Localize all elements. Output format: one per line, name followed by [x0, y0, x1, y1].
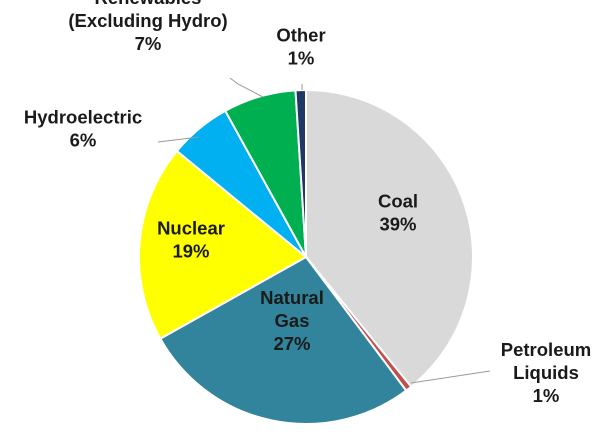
data-label-nuclear: Nuclear 19%: [157, 217, 225, 261]
data-label-line: 39%: [379, 213, 416, 234]
data-label-line: Renewables: [95, 0, 202, 8]
pie-slice-natural-gas: [158, 255, 408, 425]
data-label-line: 27%: [273, 333, 310, 354]
data-label-line: 1%: [533, 385, 560, 406]
data-label-line: Coal: [378, 190, 418, 211]
data-label-line: Other: [276, 24, 325, 45]
data-label-line: Hydroelectric: [24, 106, 142, 127]
data-label-line: 1%: [288, 47, 315, 68]
data-label-line: Petroleum: [501, 339, 591, 360]
pie-slice-other: [294, 88, 307, 258]
leader-line-hydroelectric: [157, 136, 200, 143]
data-label-line: 7%: [135, 33, 162, 54]
data-label-hydroelectric: Hydroelectric 6%: [24, 106, 142, 150]
pie-slice-coal: [305, 88, 475, 389]
data-label-coal: Coal 39%: [378, 190, 418, 234]
data-label-line: 6%: [70, 129, 97, 150]
pie-slice-nuclear: [138, 149, 308, 341]
data-label-natural-gas: Natural Gas 27%: [260, 287, 324, 354]
data-label-line: 19%: [172, 240, 209, 261]
data-label-line: Liquids: [513, 362, 579, 383]
data-label-other: Other 1%: [276, 24, 325, 68]
leader-line-petroleum-liquids: [410, 370, 491, 384]
data-label-line: Natural: [260, 287, 324, 308]
leader-line-renewables-excluding-hydro: [229, 77, 264, 98]
data-label-line: Nuclear: [157, 217, 225, 238]
data-label-petroleum-liquids: Petroleum Liquids 1%: [501, 339, 591, 406]
data-label-line: Gas: [275, 310, 310, 331]
data-label-line: (Excluding Hydro): [68, 10, 227, 31]
data-label-renewables-excluding-hydro: Renewables (Excluding Hydro)7%: [68, 0, 227, 54]
